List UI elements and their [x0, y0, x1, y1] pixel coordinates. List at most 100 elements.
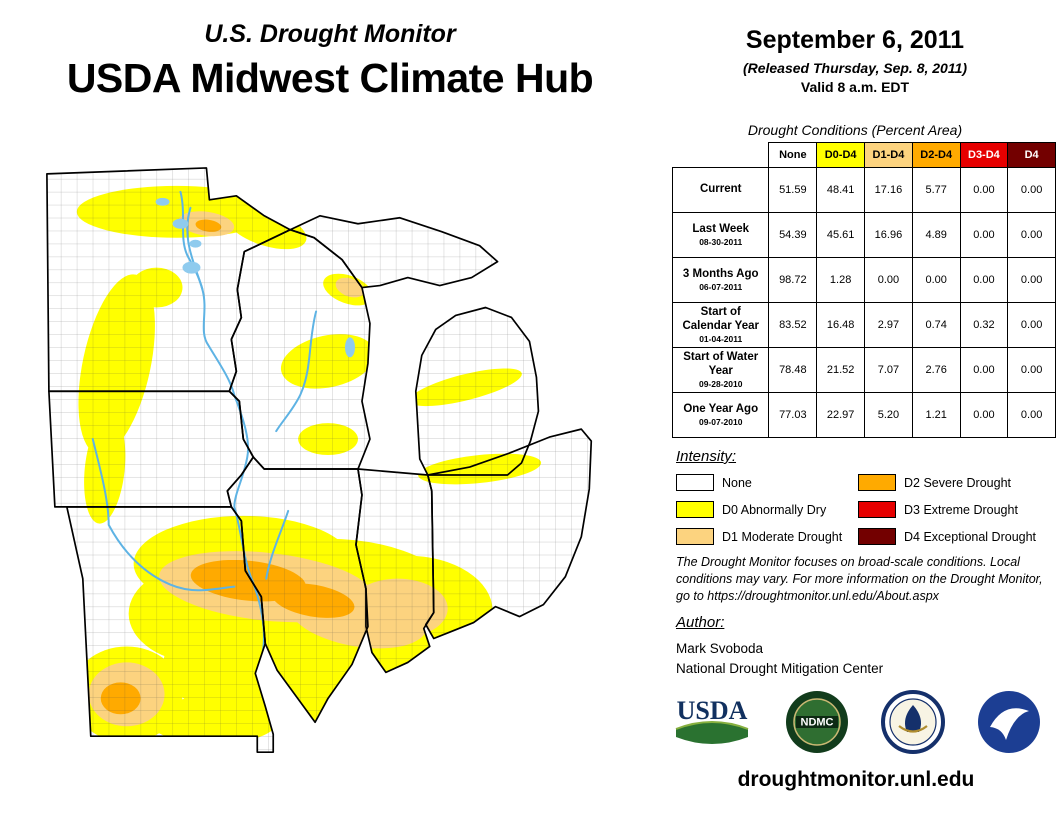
legend-label: D4 Exceptional Drought: [904, 529, 1037, 544]
value-cell: 1.21: [911, 392, 961, 438]
table-row-3-months-ago: 3 Months Ago 06-07-2011 98.72 1.28 0.00 …: [671, 257, 1056, 303]
legend-label: D3 Extreme Drought: [904, 502, 1018, 517]
row-label: One Year Ago 09-07-2010: [671, 392, 770, 438]
site-url: droughtmonitor.unl.edu: [737, 768, 975, 791]
value-cell: 7.07: [864, 347, 913, 393]
usda-logo-text: USDA: [677, 696, 748, 725]
intensity-legend: Intensity: None D2 Severe Drought D0 Abn…: [676, 448, 1048, 545]
map-fill-layers: [46, 167, 592, 753]
noaa-logo: [976, 689, 1042, 760]
value-cell: 0.00: [959, 347, 1009, 393]
value-cell: 0.74: [911, 302, 961, 348]
value-cell: 16.48: [816, 302, 866, 348]
value-cell: 54.39: [768, 212, 818, 258]
d3-swatch: [858, 501, 896, 518]
value-cell: 2.97: [864, 302, 913, 348]
disclaimer-text: The Drought Monitor focuses on broad-sca…: [676, 555, 1043, 603]
author-organization: National Drought Mitigation Center: [676, 660, 884, 676]
state-ohio: [424, 428, 593, 640]
eagle-emblem: [905, 704, 921, 732]
value-cell: 0.00: [959, 392, 1009, 438]
value-cell: 0.32: [959, 302, 1009, 348]
state-borders: [46, 167, 593, 754]
value-cell: 1.28: [816, 257, 866, 303]
value-cell: 77.03: [768, 392, 818, 438]
table-title: Drought Conditions (Percent Area): [747, 122, 963, 138]
report-date: September 6, 2011: [745, 26, 965, 54]
noaa-bird-shape: [990, 707, 1029, 740]
col-header-d2-d4: D2-D4: [911, 142, 961, 168]
date-block: September 6, 2011 (Released Thursday, Se…: [680, 26, 1030, 95]
ndmc-logo: NDMC: [784, 689, 850, 760]
value-cell: 0.00: [1007, 212, 1056, 258]
value-cell: 0.00: [1007, 302, 1056, 348]
d1-swatch: [676, 528, 714, 545]
ndmc-logo-text: NDMC: [801, 716, 834, 728]
row-label: 3 Months Ago 06-07-2011: [671, 257, 770, 303]
value-cell: 0.00: [911, 257, 961, 303]
midwest-map-svg: [46, 167, 593, 754]
col-header-d1-d4: D1-D4: [864, 142, 913, 168]
value-cell: 17.16: [864, 167, 913, 213]
legend-title: Intensity:: [676, 448, 737, 465]
author-name: Mark Svoboda: [676, 641, 764, 656]
value-cell: 48.41: [816, 167, 866, 213]
report-kicker: U.S. Drought Monitor: [204, 20, 456, 48]
col-header-d3-d4: D3-D4: [959, 142, 1009, 168]
table-row-start-water-year: Start of Water Year 09-28-2010 78.48 21.…: [671, 347, 1056, 393]
commerce-seal-logo: [880, 689, 946, 760]
value-cell: 21.52: [816, 347, 866, 393]
released-date: (Released Thursday, Sep. 8, 2011): [742, 60, 968, 76]
legend-item-d4: D4 Exceptional Drought: [858, 528, 1048, 545]
d2-swatch: [858, 474, 896, 491]
col-header-d0-d4: D0-D4: [816, 142, 866, 168]
value-cell: 2.76: [911, 347, 961, 393]
state-michigan-upper: [289, 214, 499, 289]
value-cell: 16.96: [864, 212, 913, 258]
legend-label: D0 Abnormally Dry: [722, 502, 827, 517]
legend-label: D2 Severe Drought: [904, 475, 1012, 490]
legend-item-none: None: [676, 474, 858, 491]
d0-swatch: [676, 501, 714, 518]
drought-map: [28, 140, 668, 808]
author-heading: Author:: [676, 614, 725, 631]
author-block: Author: Mark Svoboda National Drought Mi…: [676, 614, 1036, 678]
row-label: Start of Calendar Year 01-04-2011: [671, 302, 770, 348]
value-cell: 0.00: [1007, 347, 1056, 393]
page-header: U.S. Drought Monitor USDA Midwest Climat…: [10, 20, 650, 102]
none-swatch: [676, 474, 714, 491]
valid-time: Valid 8 a.m. EDT: [800, 79, 910, 95]
table-header-row: None D0-D4 D1-D4 D2-D4 D3-D4 D4: [672, 142, 1056, 168]
value-cell: 22.97: [816, 392, 866, 438]
legend-item-d1: D1 Moderate Drought: [676, 528, 858, 545]
value-cell: 83.52: [768, 302, 818, 348]
table-row-last-week: Last Week 08-30-2011 54.39 45.61 16.96 4…: [671, 212, 1056, 258]
table-corner-cell: [672, 142, 769, 168]
drought-conditions-table: None D0-D4 D1-D4 D2-D4 D3-D4 D4 Current …: [671, 142, 1056, 438]
ndmc-banner: [796, 715, 838, 728]
row-label: Current: [671, 167, 770, 213]
logo-row: USDA NDMC: [670, 688, 1042, 760]
inland-lakes: [155, 197, 355, 358]
page-title: USDA Midwest Climate Hub: [66, 55, 594, 101]
value-cell: 45.61: [816, 212, 866, 258]
table-row-current: Current 51.59 48.41 17.16 5.77 0.00 0.00: [671, 167, 1056, 213]
table-row-start-calendar-year: Start of Calendar Year 01-04-2011 83.52 …: [671, 302, 1056, 348]
row-label: Start of Water Year 09-28-2010: [671, 347, 770, 393]
value-cell: 0.00: [959, 167, 1009, 213]
usda-logo: USDA: [670, 689, 754, 760]
col-header-d4: D4: [1007, 142, 1056, 168]
legend-item-d2: D2 Severe Drought: [858, 474, 1048, 491]
row-label: Last Week 08-30-2011: [671, 212, 770, 258]
legend-item-d3: D3 Extreme Drought: [858, 501, 1048, 518]
value-cell: 4.89: [911, 212, 961, 258]
state-michigan-lower: [414, 306, 540, 476]
value-cell: 0.00: [1007, 167, 1056, 213]
seal-gold-arc: [898, 724, 928, 733]
usda-field-shape: [676, 721, 748, 744]
county-grid: [46, 167, 592, 753]
col-header-none: None: [768, 142, 818, 168]
value-cell: 0.00: [959, 257, 1009, 303]
value-cell: 51.59: [768, 167, 818, 213]
value-cell: 0.00: [1007, 392, 1056, 438]
